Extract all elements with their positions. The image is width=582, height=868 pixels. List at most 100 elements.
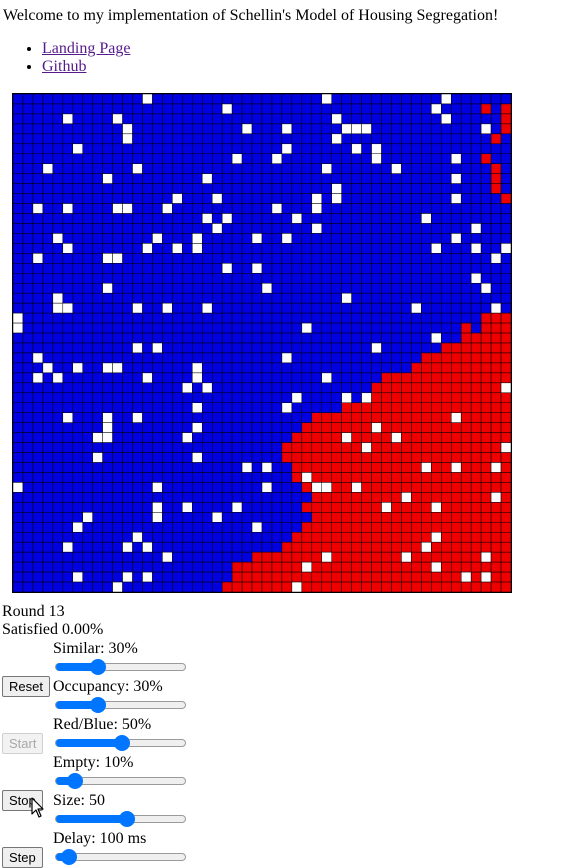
grid-cell xyxy=(122,123,133,135)
grid-cell xyxy=(281,263,293,274)
grid-cell xyxy=(82,492,93,503)
grid-cell xyxy=(361,452,372,463)
grid-cell xyxy=(192,243,203,254)
grid-cell xyxy=(72,492,83,503)
grid-cell xyxy=(52,442,64,453)
grid-cell xyxy=(42,342,54,354)
grid-cell xyxy=(421,551,432,563)
grid-cell xyxy=(182,352,193,364)
grid-cell xyxy=(331,422,342,433)
grid-cell xyxy=(431,472,442,483)
grid-cell xyxy=(92,103,103,115)
slider-thumb[interactable] xyxy=(60,849,77,865)
grid-cell xyxy=(72,243,83,254)
grid-cell xyxy=(102,312,113,324)
grid-cell xyxy=(241,522,253,533)
grid-cell xyxy=(351,392,362,404)
slider-thumb[interactable] xyxy=(119,811,136,827)
grid-cell xyxy=(500,502,511,513)
grid-cell xyxy=(450,153,462,164)
grid-cell xyxy=(13,442,24,453)
grid-cell xyxy=(431,332,442,344)
grid-cell xyxy=(172,292,183,304)
grid-cell xyxy=(480,502,492,513)
grid-cell xyxy=(172,223,183,234)
similar-slider[interactable] xyxy=(55,659,186,675)
empty-slider[interactable] xyxy=(55,773,186,789)
grid-cell xyxy=(251,113,263,125)
grid-cell xyxy=(211,292,223,304)
grid-cell xyxy=(321,123,332,135)
grid-cell xyxy=(211,372,223,384)
grid-cell xyxy=(431,362,442,374)
start-button[interactable]: Start xyxy=(2,733,44,754)
grid-cell xyxy=(311,362,323,374)
grid-cell xyxy=(431,312,442,324)
grid-cell xyxy=(72,273,83,284)
red-blue-slider[interactable] xyxy=(55,735,186,751)
grid-cell xyxy=(401,541,412,553)
grid-cell xyxy=(22,422,34,433)
landing-page-link[interactable]: Landing Page xyxy=(42,40,131,57)
size-slider[interactable] xyxy=(55,811,186,827)
grid-cell xyxy=(321,103,332,115)
grid-cell xyxy=(32,253,44,264)
occupancy-slider[interactable] xyxy=(55,697,186,713)
grid-cell xyxy=(13,372,24,384)
grid-cell xyxy=(142,492,153,503)
grid-cell xyxy=(231,143,243,155)
grid-cell xyxy=(421,163,432,174)
grid-cell xyxy=(411,372,422,384)
grid-cell xyxy=(92,482,103,493)
grid-cell xyxy=(391,153,402,164)
grid-cell xyxy=(201,531,213,543)
grid-cell xyxy=(172,472,183,483)
github-link[interactable]: Github xyxy=(42,58,87,75)
grid-cell xyxy=(172,103,183,115)
grid-cell xyxy=(122,561,133,573)
grid-cell xyxy=(331,113,342,125)
grid-cell xyxy=(231,263,243,274)
reset-button[interactable]: Reset xyxy=(2,676,50,697)
grid-cell xyxy=(82,561,93,573)
grid-cell xyxy=(192,292,203,304)
slider-thumb[interactable] xyxy=(66,773,83,789)
grid-cell xyxy=(490,193,502,204)
grid-cell xyxy=(82,103,93,115)
grid-cell xyxy=(72,203,83,214)
step-button[interactable]: Step xyxy=(2,847,43,868)
grid-cell xyxy=(201,282,213,294)
grid-cell xyxy=(122,94,133,105)
slider-thumb[interactable] xyxy=(90,697,107,713)
grid-cell xyxy=(92,113,103,125)
grid-cell xyxy=(351,233,362,244)
grid-cell xyxy=(102,422,113,433)
grid-cell xyxy=(162,551,173,563)
grid-cell xyxy=(211,581,223,592)
grid-cell xyxy=(470,472,482,483)
grid-cell xyxy=(32,243,44,254)
grid-cell xyxy=(52,94,64,105)
grid-cell xyxy=(112,452,123,463)
grid-cell xyxy=(82,113,93,125)
grid-cell xyxy=(172,382,183,394)
grid-cell xyxy=(132,133,143,145)
grid-cell xyxy=(490,113,502,125)
grid-cell xyxy=(52,512,64,523)
grid-cell xyxy=(32,422,44,433)
grid-cell xyxy=(500,213,511,224)
grid-cell xyxy=(42,282,54,294)
grid-cell xyxy=(391,392,402,404)
slider-thumb[interactable] xyxy=(90,659,107,675)
grid-cell xyxy=(450,273,462,284)
grid-cell xyxy=(112,322,123,334)
grid-cell xyxy=(142,452,153,463)
grid-cell xyxy=(182,422,193,433)
grid-cell xyxy=(271,342,283,354)
grid-cell xyxy=(311,571,323,583)
grid-cell xyxy=(460,273,472,284)
grid-cell xyxy=(291,561,303,573)
simulation-grid[interactable] xyxy=(12,93,512,593)
slider-thumb[interactable] xyxy=(113,735,130,751)
delay-slider[interactable] xyxy=(55,849,186,865)
